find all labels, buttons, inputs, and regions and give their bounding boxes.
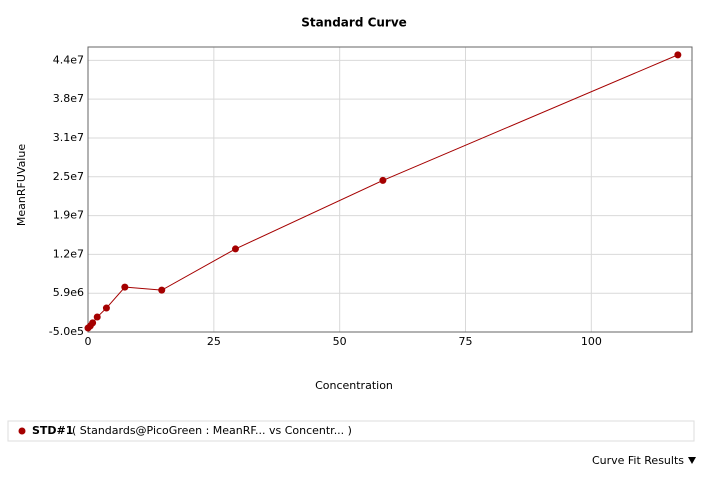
legend-marker — [18, 427, 26, 435]
data-point — [93, 313, 101, 321]
x-tick-label: 0 — [85, 335, 92, 348]
y-tick-label: 5.9e6 — [53, 286, 84, 299]
y-tick-label: 2.5e7 — [53, 170, 84, 183]
y-tick-label: 3.1e7 — [53, 131, 84, 144]
data-point — [102, 304, 110, 312]
y-tick-label: 4.4e7 — [53, 53, 84, 66]
x-tick-label: 100 — [581, 335, 602, 348]
y-tick-label: -5.0e5 — [49, 325, 84, 338]
legend-detail: ( Standards@PicoGreen : MeanRF... vs Con… — [72, 424, 352, 437]
chart-title: Standard Curve — [301, 16, 407, 30]
fit-line — [87, 54, 679, 329]
x-axis-label: Concentration — [315, 379, 393, 392]
y-axis-label: MeanRFUValue — [15, 144, 28, 226]
x-tick-label: 75 — [459, 335, 473, 348]
legend-box — [7, 420, 695, 442]
data-point — [158, 286, 166, 294]
plot-frame — [87, 46, 693, 333]
y-tick-label: 3.8e7 — [53, 92, 84, 105]
curve-fit-link[interactable]: Curve Fit Results — [592, 454, 684, 467]
data-point — [674, 51, 682, 59]
y-tick-label: 1.9e7 — [53, 209, 84, 222]
dropdown-arrow[interactable] — [688, 457, 696, 464]
y-tick-label: 1.2e7 — [53, 247, 84, 260]
data-point — [231, 245, 239, 253]
data-point — [89, 319, 97, 327]
legend-label: STD#1 — [32, 424, 73, 437]
x-tick-label: 50 — [333, 335, 347, 348]
x-tick-label: 25 — [207, 335, 221, 348]
data-point — [121, 283, 129, 291]
data-point — [379, 176, 387, 184]
